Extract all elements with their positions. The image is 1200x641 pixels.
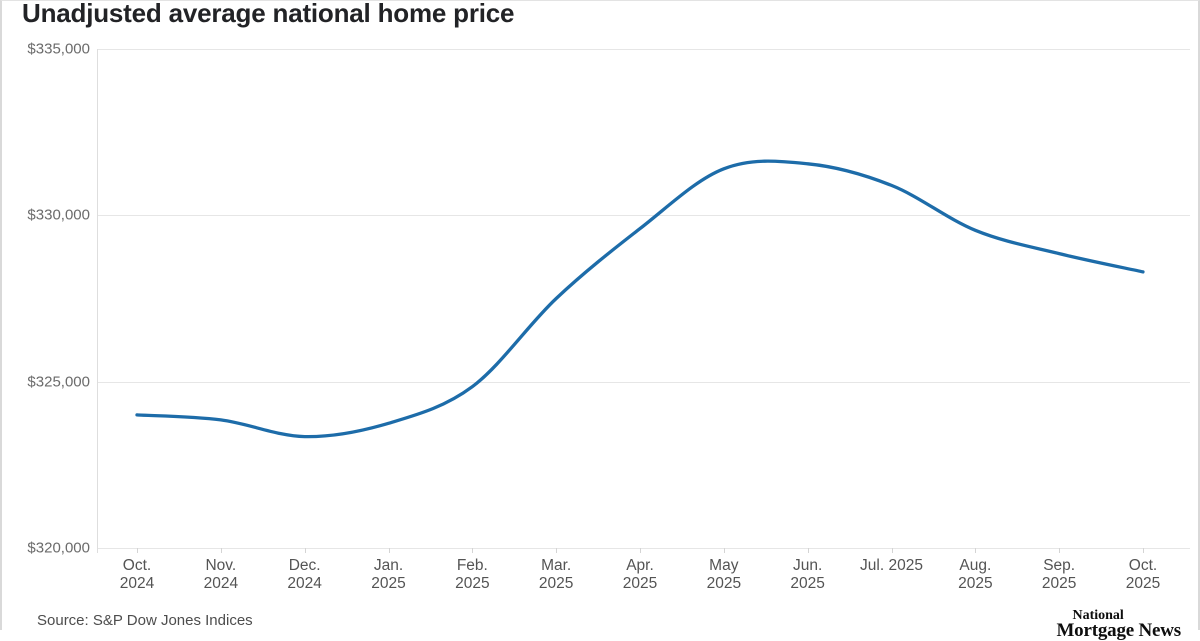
home-price-series-line [135, 159, 1145, 439]
x-axis-label: Oct. 2025 [1125, 557, 1161, 592]
x-axis-label: Sep. 2025 [1041, 557, 1077, 592]
x-axis-label: Apr. 2025 [622, 557, 658, 592]
source-note: Source: S&P Dow Jones Indices [37, 612, 253, 629]
x-axis-label: Jul. 2025 [860, 557, 923, 574]
x-axis-label: Jan. 2025 [371, 557, 406, 592]
publisher-logo-line1: National [1072, 608, 1124, 623]
y-axis-label: $335,000 [27, 40, 90, 58]
y-axis-label: $320,000 [27, 539, 90, 557]
x-axis-label: Dec. 2024 [287, 557, 322, 592]
x-axis-label: Aug. 2025 [958, 557, 993, 592]
x-axis-label: Nov. 2024 [203, 557, 239, 592]
y-axis-label: $325,000 [27, 373, 90, 391]
publisher-logo-line2: Mortgage News [1056, 620, 1181, 641]
x-axis-label: Feb. 2025 [455, 557, 490, 592]
x-axis-label: Oct. 2024 [119, 557, 155, 592]
publisher-logo: National Mortgage News [1056, 608, 1181, 641]
x-axis-label: Jun. 2025 [790, 557, 825, 592]
x-axis-label: Mar. 2025 [538, 557, 574, 592]
chart-title: Unadjusted average national home price [22, 0, 515, 28]
y-axis-label: $330,000 [27, 206, 90, 224]
x-axis-label: May 2025 [706, 557, 742, 592]
